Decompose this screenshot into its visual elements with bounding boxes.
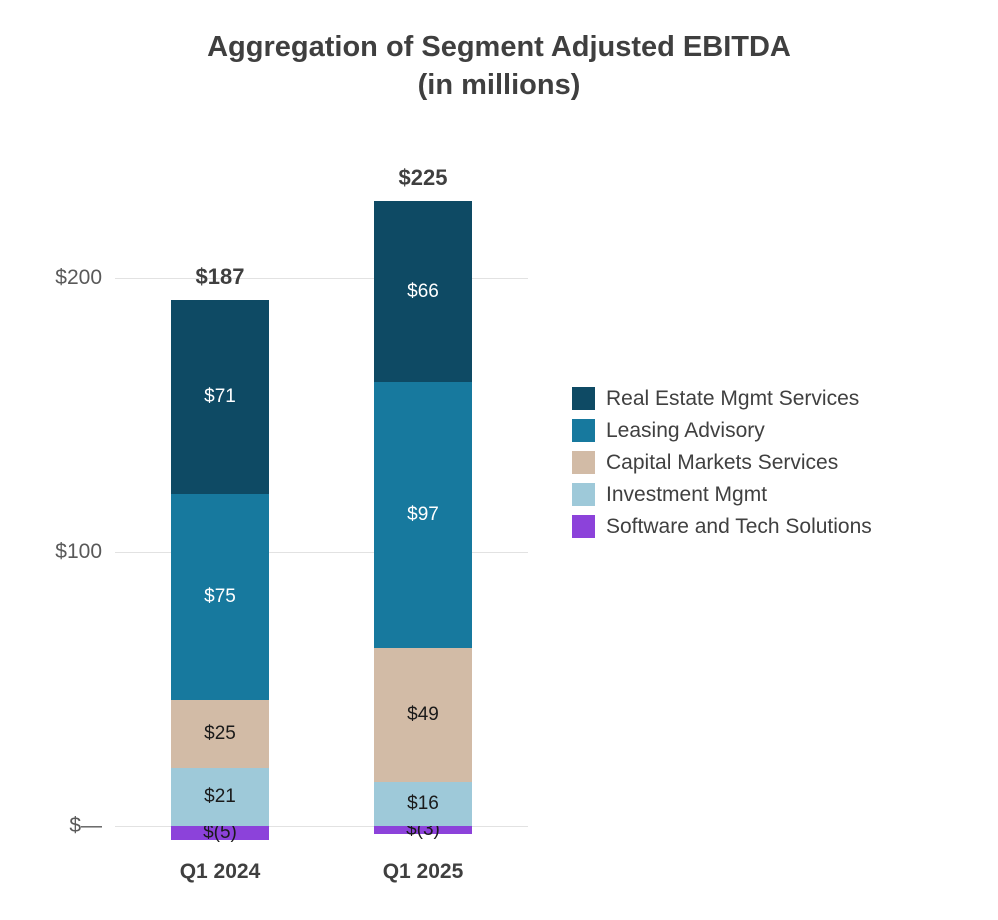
chart-title-line1: Aggregation of Segment Adjusted EBITDA [207,31,791,63]
segment-value-label: $71 [204,386,236,408]
legend-swatch [572,387,595,410]
y-tick-label: $— [69,814,102,837]
gridline [115,552,528,553]
legend-item: Capital Markets Services [572,451,872,474]
segment-value-label: $97 [407,503,439,525]
legend-swatch [572,419,595,442]
y-tick-label: $100 [55,540,102,563]
bar-total-label: $187 [195,263,245,289]
bar-segment: $75 [171,494,269,700]
segment-value-label: $66 [407,280,439,302]
legend-label: Investment Mgmt [606,482,768,506]
chart-title: Aggregation of Segment Adjusted EBITDA (… [0,28,998,104]
category-label: Q1 2024 [179,860,261,883]
legend-label: Software and Tech Solutions [606,514,872,538]
legend-label: Capital Markets Services [606,450,839,474]
bar-segment: $(5) [171,822,269,843]
legend-label: Leasing Advisory [606,418,765,442]
legend: Real Estate Mgmt Services Leasing Advisor… [572,387,872,538]
legend-swatch [572,483,595,506]
bar-total-label: $225 [398,165,448,191]
gridline [115,278,528,279]
bar-segment: $71 [171,299,269,495]
segment-value-label: $16 [407,793,439,815]
y-tick-label: $200 [55,266,102,289]
segment-value-label: $21 [204,786,236,808]
legend-item: Software and Tech Solutions [572,515,872,538]
bar-segment: $49 [374,647,472,783]
segment-value-label: $75 [204,586,236,608]
gridline [115,826,528,827]
bar-segment: $(3) [374,819,472,840]
bar-segment: $21 [171,768,269,826]
bar-segment: $66 [374,201,472,383]
legend-item: Real Estate Mgmt Services [572,387,872,410]
legend-item: Investment Mgmt [572,483,872,506]
segment-value-label: $25 [204,723,236,745]
bar-segment: $25 [171,699,269,769]
segment-value-label: $(5) [203,821,237,843]
bar-segment: $97 [374,382,472,648]
legend-swatch [572,515,595,538]
bar-segment: $16 [374,782,472,826]
chart-title-line2: (in millions) [417,69,581,101]
segment-value-label: $49 [407,704,439,726]
legend-label: Real Estate Mgmt Services [606,386,860,410]
legend-swatch [572,451,595,474]
category-label: Q1 2025 [382,860,464,883]
legend-item: Leasing Advisory [572,419,872,442]
